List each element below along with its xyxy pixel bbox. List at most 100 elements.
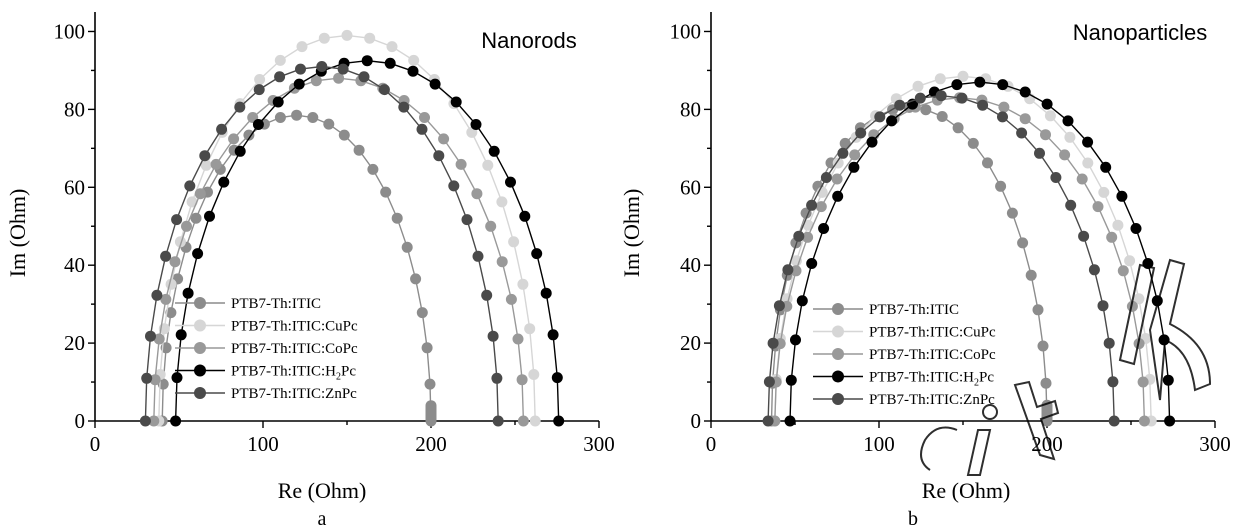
data-point [455,158,467,170]
data-point [171,372,183,384]
data-point [492,415,504,427]
data-point [194,188,206,200]
data-point [1025,269,1037,281]
data-point [186,196,198,208]
legend-marker [194,364,206,377]
data-point [1116,190,1128,202]
legend-label: PTB7-Th:ITIC:ZnPc [231,386,357,402]
data-point [936,111,948,122]
data-point [998,101,1010,113]
data-point [190,212,202,224]
data-point [200,159,212,171]
legend-marker [194,297,206,309]
y-tick-label: 20 [64,331,85,355]
data-point [496,196,508,208]
data-point [977,99,989,111]
data-point [433,150,445,162]
data-point [160,250,172,262]
data-point [785,374,797,386]
data-point [935,90,947,102]
x-tick-label: 200 [415,432,447,456]
data-point [796,295,808,307]
data-point [1130,223,1142,234]
legend-label: PTB7-Th:ITIC:CoPc [231,341,358,357]
data-point [767,337,779,349]
data-point [1137,376,1149,388]
data-point [386,41,398,53]
data-point [192,248,204,260]
data-point [482,159,494,171]
data-point [1117,265,1129,277]
data-point [831,173,843,185]
data-point [398,101,410,113]
legend-marker [194,342,206,354]
data-point [184,180,196,192]
data-point [1107,376,1119,388]
data-point [296,41,308,53]
data-point [1138,415,1150,427]
data-point [419,112,430,123]
watermark-logo [920,258,1212,476]
x-axis-title: Re (Ohm) [922,478,1011,503]
data-point [934,73,946,85]
y-tick-label: 40 [680,253,701,277]
data-point [773,300,785,312]
legend: PTB7-Th:ITIC PTB7-Th:ITIC:CuPc PTB7-Th:ITI… [175,296,358,402]
data-point [1164,415,1176,427]
data-point [528,369,540,380]
data-point [1106,231,1118,243]
y-tick-label: 60 [64,175,85,199]
data-point [832,157,844,169]
series-5 [762,90,1120,427]
x-axis-title: Re (Ohm) [278,478,367,503]
data-point [517,415,529,427]
data-point [912,80,924,92]
data-point [820,172,832,183]
data-point [982,157,993,169]
data-point [790,265,802,277]
series-4 [784,76,1176,427]
data-point [540,287,552,299]
data-point [174,236,186,248]
data-point [461,214,473,226]
data-point [1162,374,1174,386]
data-point [408,54,420,66]
data-point [818,223,830,234]
data-point [316,61,328,72]
legend-label: PTB7-Th:ITIC [231,296,321,312]
data-point [1126,300,1138,312]
data-point [139,415,151,427]
data-point [210,158,222,170]
data-point [1065,199,1077,211]
data-point [763,376,775,388]
data-point [995,180,1007,192]
panel-title: Nanoparticles [1073,20,1208,45]
data-point [1032,304,1044,316]
data-point [1092,201,1104,213]
series-5 [139,61,504,427]
data-point [361,55,373,67]
x-tick-label: 100 [247,432,279,456]
data-point [425,400,437,412]
x-tick-label: 300 [1199,432,1231,456]
legend-label: PTB7-Th:ITIC:H2Pc [231,364,356,383]
data-point [512,333,524,345]
data-point [1082,157,1094,169]
data-point [391,212,403,224]
data-point [252,119,264,130]
data-point [790,334,801,346]
x-tick-label: 0 [90,432,101,456]
data-point [169,256,181,268]
data-point [380,186,392,198]
y-tick-label: 0 [75,409,86,433]
data-point [470,119,482,130]
data-point [218,176,230,188]
data-point [171,214,183,226]
data-point [547,329,559,341]
data-point [295,63,306,75]
data-point [837,147,849,159]
y-tick-label: 80 [680,97,701,121]
data-point [1133,293,1145,305]
data-point [471,188,483,200]
